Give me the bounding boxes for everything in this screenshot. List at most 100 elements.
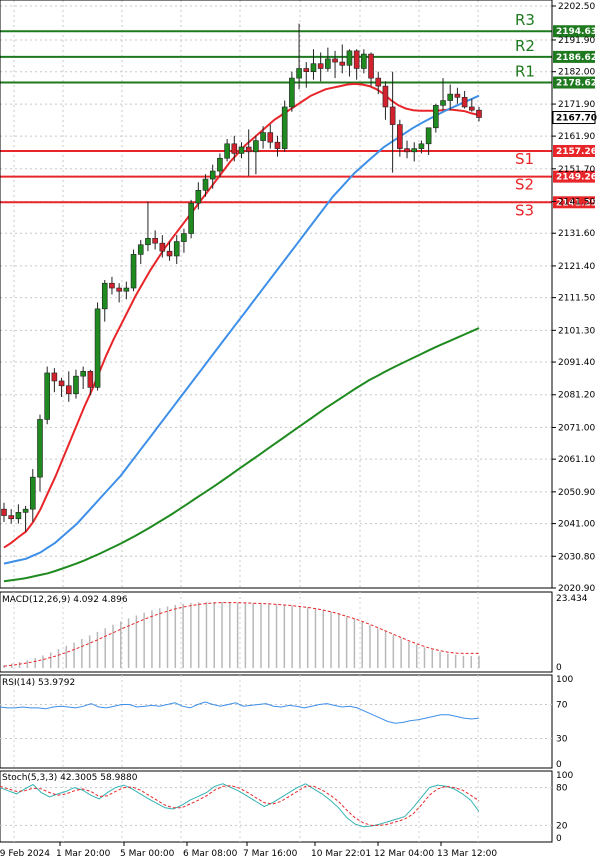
candle-body xyxy=(152,238,158,244)
level-name-s3: S3 xyxy=(515,201,534,219)
stoch-tick-label: 20 xyxy=(556,821,568,831)
candle-body xyxy=(145,238,151,246)
candle-body xyxy=(116,287,122,292)
stoch-panel-frame xyxy=(0,770,553,843)
candle-body xyxy=(440,100,446,106)
candle xyxy=(289,71,295,112)
rsi-tick-label: 70 xyxy=(556,701,568,711)
price-tick-label: 2202.50 xyxy=(558,2,595,12)
candle xyxy=(375,71,382,95)
moving-averages xyxy=(3,82,480,583)
candle xyxy=(217,153,223,178)
grid xyxy=(0,0,552,588)
candle-body xyxy=(461,97,468,108)
candle-body xyxy=(382,85,389,108)
price-tick-label: 2151.70 xyxy=(558,165,595,175)
candle xyxy=(332,50,338,79)
price-tick-label: 2030.80 xyxy=(558,552,595,562)
candle xyxy=(181,228,187,253)
candle xyxy=(353,49,360,80)
candle-body xyxy=(411,148,418,153)
candle xyxy=(317,52,324,82)
stoch-signal-line xyxy=(0,785,480,826)
candle xyxy=(274,135,281,157)
rsi-tick-label: 100 xyxy=(556,675,573,685)
candle-body xyxy=(195,189,202,204)
macd-label: MACD(12,26,9) 4.092 4.896 xyxy=(2,595,128,605)
price-tick-label: 2050.90 xyxy=(558,488,595,498)
price-tick-label: 2061.10 xyxy=(558,455,595,465)
price-tick-label: 2101.30 xyxy=(558,326,595,336)
candle-body xyxy=(231,143,238,154)
candle-body xyxy=(123,287,130,292)
rsi-line xyxy=(0,701,480,724)
candle-body xyxy=(339,61,346,66)
candle xyxy=(260,126,266,149)
candle-body xyxy=(238,146,245,154)
candle xyxy=(476,106,482,122)
price-tick-label: 2131.60 xyxy=(558,229,595,239)
levels: R3 2194.63 R2 2186.62 R1 2178.62 S1 2157.26 S2 21… xyxy=(0,11,597,219)
price-tick-label: 2081.20 xyxy=(558,391,595,401)
time-tick-label: 1 Mar 20:00 xyxy=(56,849,111,859)
candle xyxy=(245,129,252,176)
candle xyxy=(382,81,389,120)
level-price-box xyxy=(553,170,595,183)
candle-body xyxy=(361,53,367,69)
stoch-tick-label: 100 xyxy=(556,771,573,781)
price-tick-label: 2171.90 xyxy=(558,100,595,110)
price-tick-label: 2182.00 xyxy=(558,68,595,78)
price-tick-label: 2111.50 xyxy=(558,294,595,304)
candle-body xyxy=(296,68,302,79)
candle-body xyxy=(310,63,317,72)
candle-body xyxy=(476,109,482,118)
level-price-box xyxy=(553,196,595,209)
time-axis: 29 Feb 2024 1 Mar 20:00 5 Mar 00:00 6 Mar 0… xyxy=(0,842,497,859)
candle xyxy=(411,142,418,162)
candle-body xyxy=(281,106,288,149)
time-tick-label: 7 Mar 16:00 xyxy=(243,849,298,859)
rsi-label: RSI(14) 53.9792 xyxy=(2,678,75,688)
time-tick-label: 5 Mar 00:00 xyxy=(120,849,175,859)
candle-body xyxy=(137,244,144,255)
candle xyxy=(454,87,461,104)
candle-body xyxy=(325,58,331,69)
level-name-s2: S2 xyxy=(515,176,534,194)
candle-body xyxy=(44,372,50,420)
candle xyxy=(368,52,374,87)
candle-body xyxy=(8,515,14,520)
candle-body xyxy=(375,77,382,87)
time-tick-label: 12 Mar 04:00 xyxy=(374,849,434,859)
time-tick-label: 29 Feb 2024 xyxy=(0,849,50,859)
candle-body xyxy=(346,50,353,66)
candle xyxy=(1,502,7,522)
price-tick-label: 2091.40 xyxy=(558,358,595,368)
candle xyxy=(404,140,410,159)
candle xyxy=(159,235,166,258)
candle-body xyxy=(29,476,36,510)
candle xyxy=(145,201,151,252)
candle xyxy=(296,23,302,90)
candle xyxy=(303,62,310,88)
candle-body xyxy=(101,282,108,310)
level-price-label: 2178.62 xyxy=(556,79,597,89)
time-tick-label: 6 Mar 08:00 xyxy=(183,849,238,859)
candle-body xyxy=(389,106,396,125)
candle xyxy=(44,366,50,425)
candle-body xyxy=(209,170,216,180)
candle-body xyxy=(166,250,173,257)
candle xyxy=(310,49,317,80)
candle xyxy=(123,281,130,300)
candle-body xyxy=(253,140,259,153)
level-name-r3: R3 xyxy=(515,11,535,29)
candle xyxy=(22,505,29,532)
price-tick-label: 2041.00 xyxy=(558,520,595,530)
current-price-box xyxy=(552,111,596,125)
candle-body xyxy=(368,53,374,79)
candle xyxy=(94,302,101,391)
stoch-label: Stoch(5,3,3) 42.3005 58.9880 xyxy=(2,773,138,783)
level-price-label: 2186.62 xyxy=(556,53,597,63)
candle xyxy=(361,49,367,74)
candle-body xyxy=(317,63,324,69)
level-name-r1: R1 xyxy=(515,63,535,81)
